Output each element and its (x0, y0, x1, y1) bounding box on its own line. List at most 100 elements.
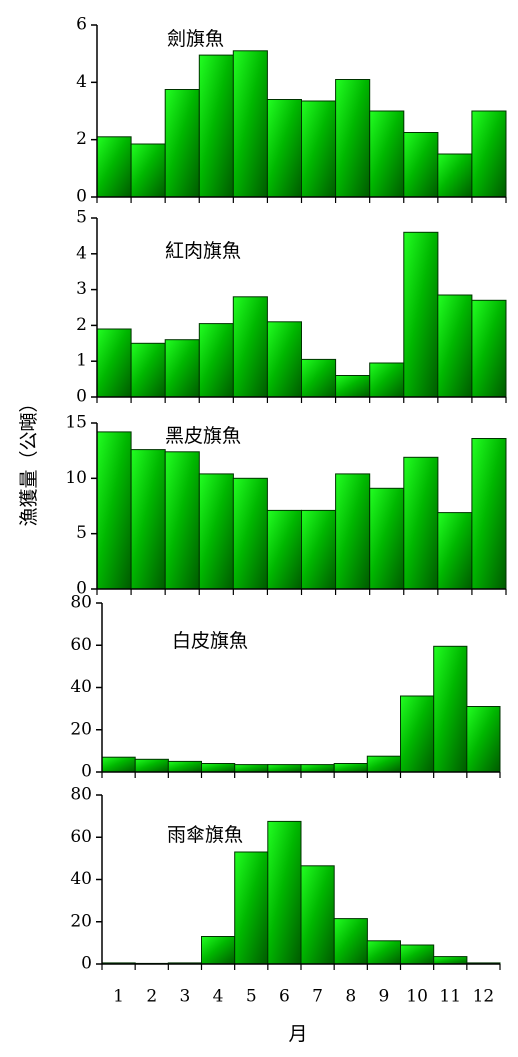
y-tick-label: 4 (76, 243, 87, 263)
bar-4-6 (267, 764, 302, 773)
x-tick-label: 11 (439, 987, 461, 1007)
x-tick-label: 5 (246, 987, 257, 1007)
bar-5-4 (201, 936, 236, 965)
bar-2-8 (335, 375, 371, 398)
bar-2-4 (198, 323, 234, 398)
panel-title: 劍旗魚 (167, 28, 224, 50)
bar-4-7 (300, 764, 335, 773)
panel-title: 雨傘旗魚 (167, 824, 243, 846)
panel-1: 0 2 4 6 劍旗魚 (76, 15, 507, 207)
y-tick-label: 40 (70, 677, 92, 697)
y-tick-label: 4 (76, 72, 87, 92)
bar-3-10 (403, 456, 439, 590)
bar-2-7 (301, 358, 337, 398)
panel-title: 黑皮旗魚 (165, 425, 241, 447)
bar-2-5 (232, 296, 268, 398)
x-tick-label: 4 (213, 987, 224, 1007)
bar-5-9 (366, 940, 401, 965)
bar-2-12 (471, 299, 507, 398)
bar-5-5 (234, 851, 269, 965)
panel-4: 0 20 40 60 80 白皮旗魚 (70, 593, 501, 782)
bar-2-3 (164, 339, 200, 398)
bar-4-4 (201, 763, 236, 773)
bar-2-11 (437, 294, 473, 398)
bar-4-10 (400, 695, 435, 773)
y-tick-label: 2 (76, 129, 87, 149)
bar-5-8 (333, 918, 368, 965)
x-tick-label: 8 (345, 987, 356, 1007)
y-tick-label: 6 (76, 15, 87, 35)
bar-3-3 (164, 451, 200, 590)
y-tick-label: 20 (70, 911, 92, 931)
bar-1-2 (130, 143, 166, 198)
y-tick-label: 20 (70, 719, 92, 739)
bar-2-10 (403, 231, 439, 398)
x-tick-label: 12 (473, 987, 495, 1007)
bar-1-12 (471, 110, 507, 198)
panel-title: 白皮旗魚 (172, 630, 248, 652)
bar-1-5 (232, 50, 268, 198)
bar-1-8 (335, 79, 371, 198)
y-tick-label: 60 (70, 827, 92, 847)
bar-5-11 (433, 956, 468, 965)
y-tick-label: 80 (70, 593, 92, 613)
y-tick-label: 0 (81, 954, 92, 974)
y-tick-label: 0 (76, 387, 87, 407)
bar-3-6 (266, 509, 302, 590)
x-tick-label: 2 (146, 987, 157, 1007)
bar-4-3 (167, 760, 203, 773)
bar-5-7 (300, 865, 335, 965)
bar-4-1 (101, 756, 136, 773)
bar-3-4 (198, 473, 234, 590)
x-tick-label: 3 (180, 987, 191, 1007)
bar-1-4 (198, 54, 234, 198)
bar-3-1 (96, 431, 132, 590)
bar-1-3 (164, 89, 200, 198)
panel-3: 0 5 10 15 黑皮旗魚 (65, 413, 507, 599)
bar-3-2 (130, 449, 166, 590)
y-tick-label: 5 (76, 523, 87, 543)
y-tick-label: 2 (76, 315, 87, 335)
y-tick-label: 0 (81, 762, 92, 782)
bar-2-9 (369, 362, 405, 398)
x-tick-label: 1 (113, 987, 124, 1007)
y-tick-label: 0 (76, 579, 87, 599)
bar-3-11 (437, 512, 473, 590)
y-tick-label: 60 (70, 635, 92, 655)
bar-4-5 (234, 764, 269, 773)
bar-3-9 (369, 487, 405, 590)
y-axis-label: 漁獲量（公噸） (18, 393, 40, 526)
y-tick-label: 10 (65, 468, 87, 488)
y-tick-label: 5 (76, 208, 87, 228)
bar-5-6 (267, 820, 302, 965)
bar-3-8 (335, 473, 371, 590)
panel-title: 紅肉旗魚 (165, 240, 241, 262)
bar-1-11 (437, 153, 473, 198)
y-tick-label: 15 (65, 413, 87, 433)
bar-5-10 (400, 944, 435, 965)
y-tick-label: 1 (76, 351, 87, 371)
y-tick-label: 80 (70, 785, 92, 805)
bar-1-6 (266, 99, 302, 198)
bar-1-10 (403, 132, 439, 198)
bar-2-6 (266, 321, 302, 398)
bar-4-9 (366, 755, 401, 773)
bar-3-12 (471, 438, 507, 590)
x-axis-label: 月 (288, 1023, 307, 1045)
y-tick-label: 0 (76, 187, 87, 207)
x-tick-label: 10 (406, 987, 428, 1007)
x-tick-label: 7 (312, 987, 323, 1007)
chart-panels: 0246劍旗魚012345紅肉旗魚051015黑皮旗魚020406080白皮旗魚… (65, 15, 507, 1007)
bar-1-7 (301, 100, 337, 198)
bar-1-9 (369, 110, 405, 198)
bar-4-12 (466, 706, 501, 773)
bar-3-7 (301, 509, 337, 590)
bar-2-1 (96, 328, 132, 398)
y-tick-label: 40 (70, 869, 92, 889)
x-tick-label: 9 (379, 987, 390, 1007)
bar-3-5 (232, 477, 268, 590)
bar-2-2 (130, 342, 166, 398)
panel-2: 0 1 2 3 4 5 紅肉旗魚 (76, 208, 507, 407)
